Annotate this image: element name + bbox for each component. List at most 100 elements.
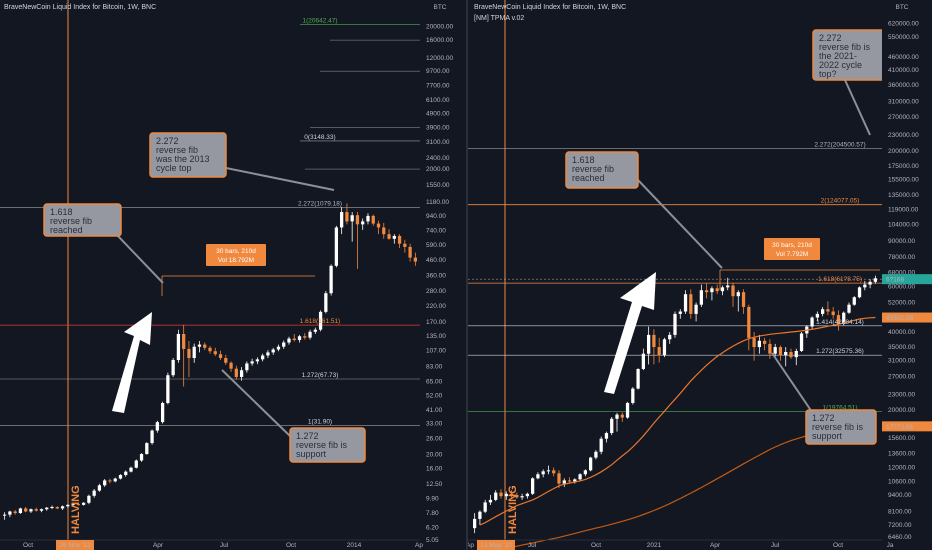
- y-tick-label: 3900.00: [426, 125, 450, 132]
- chart-title: BraveNewCoin Liquid Index for Bitcoin, 1…: [4, 4, 156, 11]
- y-tick-label: 23000.00: [888, 391, 915, 398]
- candle: [160, 402, 165, 423]
- candle: [652, 334, 656, 348]
- y-tick-label: 410000.00: [888, 67, 919, 74]
- candle: [852, 297, 856, 305]
- y-axis-unit: BTC: [434, 4, 447, 11]
- x-tick-label: Jul: [528, 542, 537, 549]
- candle: [546, 470, 551, 472]
- y-tick-label: 2000.00: [426, 166, 450, 173]
- y-tick-label: 78000.00: [888, 254, 915, 261]
- candle: [673, 313, 677, 335]
- candle: [224, 358, 228, 363]
- y-tick-label: 4900.00: [426, 110, 450, 117]
- candle: [108, 480, 112, 482]
- candle: [192, 346, 196, 359]
- candle: [604, 433, 609, 439]
- candle: [868, 281, 872, 285]
- candle: [668, 334, 672, 340]
- candle: [710, 288, 714, 293]
- indicator-label: [NM] TPMA v.02: [474, 15, 524, 22]
- y-tick-label: 360.00: [426, 272, 446, 279]
- callout-text: reverse fib is: [296, 440, 348, 450]
- candle: [3, 514, 7, 516]
- callout-pointer: [117, 235, 164, 284]
- candle: [799, 333, 804, 351]
- y-tick-label: 65.00: [426, 379, 443, 386]
- candle: [525, 493, 529, 497]
- candle: [8, 511, 12, 515]
- candle: [752, 337, 756, 348]
- candle: [261, 355, 265, 360]
- callout-text: 1.618: [50, 207, 73, 217]
- candle: [726, 285, 730, 288]
- panel-2: 2.272(204500.57) 2(124077.05) 1.618(61?8.7…: [466, 0, 932, 550]
- x-tick-label: Apr: [710, 542, 721, 549]
- y-tick-label: 1550.00: [426, 182, 450, 189]
- candle: [705, 290, 709, 293]
- x-tick-label: Ap: [415, 542, 423, 549]
- y-axis-unit: BTC: [896, 4, 909, 11]
- candle: [821, 309, 825, 314]
- candle: [97, 485, 102, 491]
- y-tick-label: 940.00: [426, 213, 446, 220]
- fib-level-label: 1.272(67.73): [302, 372, 339, 379]
- candle: [863, 284, 867, 288]
- x-tick-label: 2021: [647, 542, 662, 549]
- candle: [234, 368, 238, 377]
- y-tick-label: 15600.00: [888, 435, 915, 442]
- callout-text: 1.272: [812, 413, 835, 423]
- x-tick-label: Oct: [833, 542, 843, 549]
- y-tick-label: 230000.00: [888, 132, 919, 139]
- candle: [50, 506, 54, 508]
- candle: [366, 215, 370, 222]
- candle: [768, 343, 772, 354]
- up-arrow: [604, 272, 656, 394]
- candle: [39, 509, 44, 511]
- y-tick-label: 52000.00: [888, 300, 915, 307]
- candle: [103, 480, 107, 486]
- price-badge: [882, 312, 932, 323]
- candle: [350, 215, 354, 222]
- price-badge-label: 17?73.86: [886, 424, 913, 431]
- callout-text: 2.272: [156, 136, 179, 146]
- measure-label: Vol 7.792M: [776, 251, 809, 258]
- price-badge: [882, 421, 932, 432]
- candle: [124, 471, 128, 476]
- candle: [292, 338, 296, 341]
- y-tick-label: 175000.00: [888, 163, 919, 170]
- callout-pointer: [637, 179, 723, 269]
- date-highlight: [477, 540, 515, 550]
- candle: [699, 290, 703, 305]
- candle: [715, 288, 719, 292]
- candle: [842, 312, 846, 324]
- candle: [150, 430, 154, 444]
- candle: [631, 388, 635, 403]
- candle: [66, 504, 70, 507]
- candle: [171, 360, 175, 376]
- candle: [483, 502, 487, 512]
- measure-label: 30 bars, 210d: [216, 248, 256, 255]
- candle: [182, 333, 186, 349]
- candle: [166, 375, 170, 403]
- candle: [784, 351, 788, 356]
- callout-text: 1.272: [296, 431, 319, 441]
- candle: [578, 474, 582, 480]
- y-tick-label: 33.00: [426, 421, 443, 428]
- fib-level-label: 1(31.90): [308, 419, 332, 426]
- candle: [245, 363, 249, 371]
- candle: [303, 336, 307, 338]
- y-tick-label: 31000.00: [888, 358, 915, 365]
- y-tick-label: 16000.00: [426, 37, 453, 44]
- x-tick-label: Oct: [591, 542, 601, 549]
- plot-area: [468, 0, 882, 550]
- y-tick-label: 68000.00: [888, 269, 915, 276]
- candle: [594, 451, 598, 458]
- candle: [197, 344, 202, 347]
- candle: [397, 235, 402, 244]
- candle: [831, 311, 835, 316]
- price-badge-label: 45502.08: [886, 315, 913, 322]
- fib-level-label: 1(20642.47): [302, 17, 337, 24]
- candle: [847, 304, 851, 313]
- candle: [145, 443, 149, 455]
